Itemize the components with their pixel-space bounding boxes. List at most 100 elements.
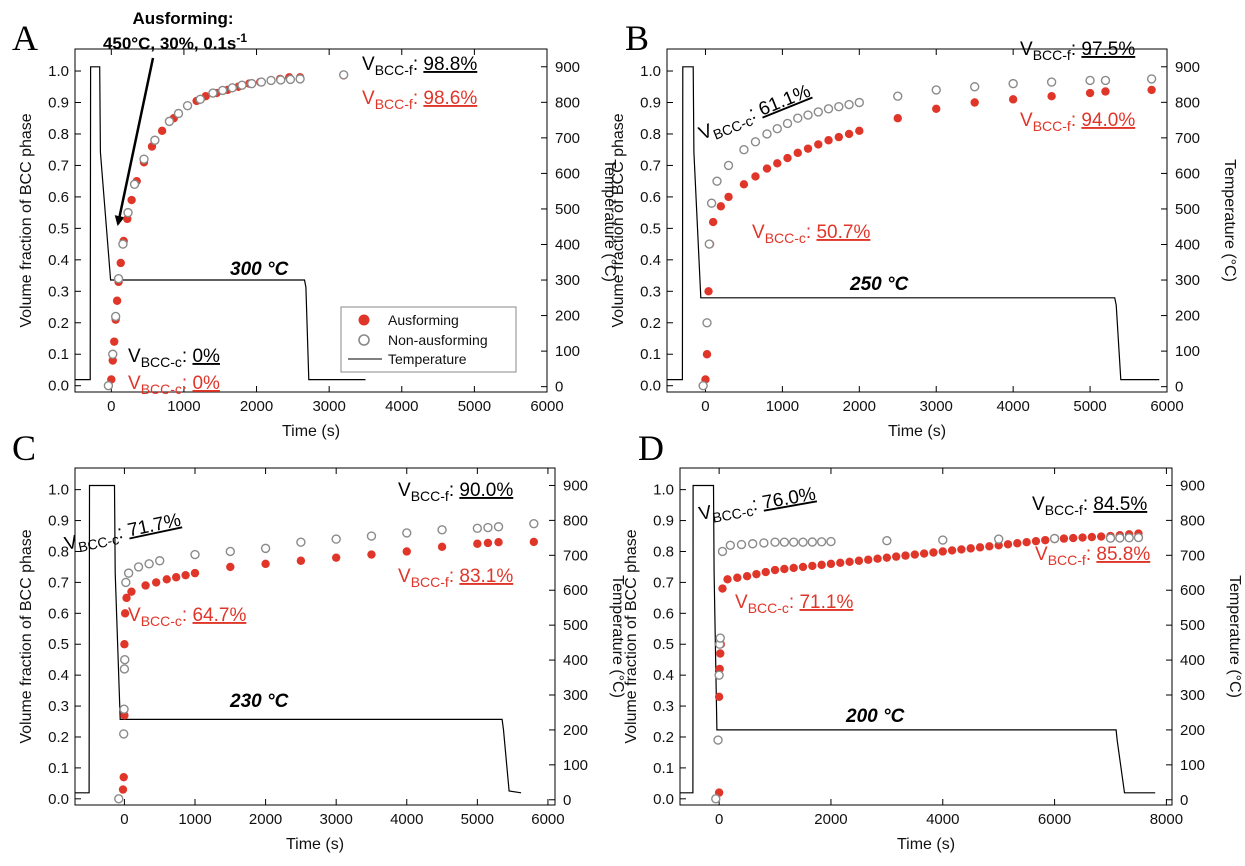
y-tick-label: 0.4 [653, 667, 674, 684]
data-point [1146, 74, 1157, 84]
data-point [296, 537, 306, 547]
isothermal-temperature-label: 250 °C [849, 274, 909, 295]
data-point [119, 664, 130, 674]
data-point-interp [803, 110, 813, 120]
data-point [110, 337, 119, 346]
y2-tick-label: 800 [1180, 512, 1205, 529]
isothermal-temperature-label: 230 °C [229, 691, 289, 712]
data-point-interp [919, 549, 929, 558]
annotation-bcc-c-red: VBCC-c: 64.7% [128, 605, 246, 629]
y-tick-label: 0.7 [653, 574, 674, 591]
data-point [127, 587, 136, 596]
series-ausforming [711, 529, 1143, 804]
x-tick-label: 3000 [319, 811, 352, 828]
data-point [164, 116, 175, 127]
y2-axis-label: Temperature (°C) [1226, 575, 1243, 698]
data-point-interp [733, 573, 742, 582]
y2-tick-label: 100 [555, 343, 580, 360]
y-tick-label: 0.2 [48, 729, 69, 746]
annotation-bcc-c-red: VBCC-c: 0% [128, 373, 220, 397]
data-point [1101, 87, 1110, 96]
data-point [208, 88, 218, 98]
data-point [119, 704, 129, 714]
data-point-interp [816, 537, 827, 547]
x-tick-label: 6000 [531, 811, 564, 828]
data-point [122, 593, 131, 603]
x-tick-label: 2000 [814, 811, 847, 828]
x-tick-label: 2000 [843, 398, 876, 415]
data-point [190, 568, 200, 578]
data-point-interp [1031, 536, 1041, 546]
data-point-interp [873, 554, 882, 563]
data-point-interp [1013, 539, 1022, 548]
y2-tick-label: 800 [555, 94, 580, 111]
y-tick-label: 1.0 [48, 63, 69, 80]
data-point [882, 535, 892, 546]
data-point-interp [813, 107, 823, 117]
y-tick-label: 0.1 [48, 760, 69, 777]
y2-tick-label: 700 [1180, 547, 1205, 564]
x-tick-label: 8000 [1150, 811, 1183, 828]
data-point [762, 129, 772, 139]
data-point-interp [844, 99, 854, 110]
y2-tick-label: 600 [1180, 582, 1205, 599]
data-point [366, 531, 377, 541]
y-tick-label: 0.4 [48, 252, 69, 269]
y2-tick-label: 100 [1180, 757, 1205, 774]
y-tick-label: 0.3 [48, 283, 69, 300]
y-tick-label: 0.1 [640, 346, 661, 363]
data-point [494, 538, 503, 547]
data-point [261, 559, 270, 569]
x-tick-label: 0 [701, 398, 709, 415]
y-tick-label: 0.9 [48, 513, 69, 530]
legend-ausforming-marker [358, 314, 370, 326]
data-point [704, 239, 715, 249]
y2-tick-label: 200 [1175, 308, 1200, 325]
y-tick-label: 0.5 [48, 220, 69, 237]
data-point-interp [929, 548, 938, 557]
plot-frame [74, 48, 548, 393]
data-point [1133, 532, 1144, 543]
data-point-interp [783, 153, 792, 163]
y-axis-label: Volume fraction of BCC phase [18, 529, 35, 743]
legend-ausforming-label: Ausforming [388, 312, 459, 328]
y2-tick-label: 400 [1180, 652, 1205, 669]
data-point [123, 207, 133, 218]
data-point-interp [834, 132, 843, 142]
data-point-interp [144, 559, 154, 569]
data-point [116, 258, 125, 268]
isothermal-temperature-label: 200 °C [845, 706, 905, 727]
data-point [1105, 533, 1116, 543]
data-point-interp [773, 159, 782, 168]
y-tick-label: 0.8 [653, 543, 674, 560]
data-point [708, 217, 718, 227]
data-point-interp [780, 564, 789, 574]
x-tick-label: 3000 [312, 398, 345, 415]
data-point-interp [195, 94, 205, 105]
panel-label: C [12, 428, 36, 468]
data-point-interp [834, 101, 844, 112]
data-point [938, 535, 948, 545]
data-point [266, 75, 276, 86]
y2-tick-label: 600 [555, 165, 580, 182]
legend-temperature-label: Temperature [388, 351, 467, 367]
data-point [702, 318, 712, 328]
legend: Ausforming Non-ausforming Temperature [340, 306, 517, 373]
y2-tick-label: 800 [563, 512, 588, 529]
data-point [260, 543, 271, 554]
data-point [157, 126, 167, 136]
x-tick-label: 0 [715, 811, 723, 828]
data-point-interp [1096, 532, 1106, 541]
y-axis-label: Volume fraction of BCC phase [18, 113, 35, 327]
data-point [473, 539, 482, 548]
data-point-interp [483, 522, 493, 533]
y2-tick-label: 300 [563, 687, 588, 704]
data-point-interp [1069, 533, 1078, 543]
data-point [762, 164, 772, 173]
y-tick-label: 0.0 [653, 791, 674, 808]
y-tick-label: 0.9 [48, 94, 69, 111]
ausforming-note-line2: 450°C, 30%, 0.1s-1 [103, 31, 247, 53]
y-tick-label: 0.1 [653, 760, 674, 777]
data-point [854, 97, 865, 108]
x-tick-label: 1000 [167, 398, 200, 415]
